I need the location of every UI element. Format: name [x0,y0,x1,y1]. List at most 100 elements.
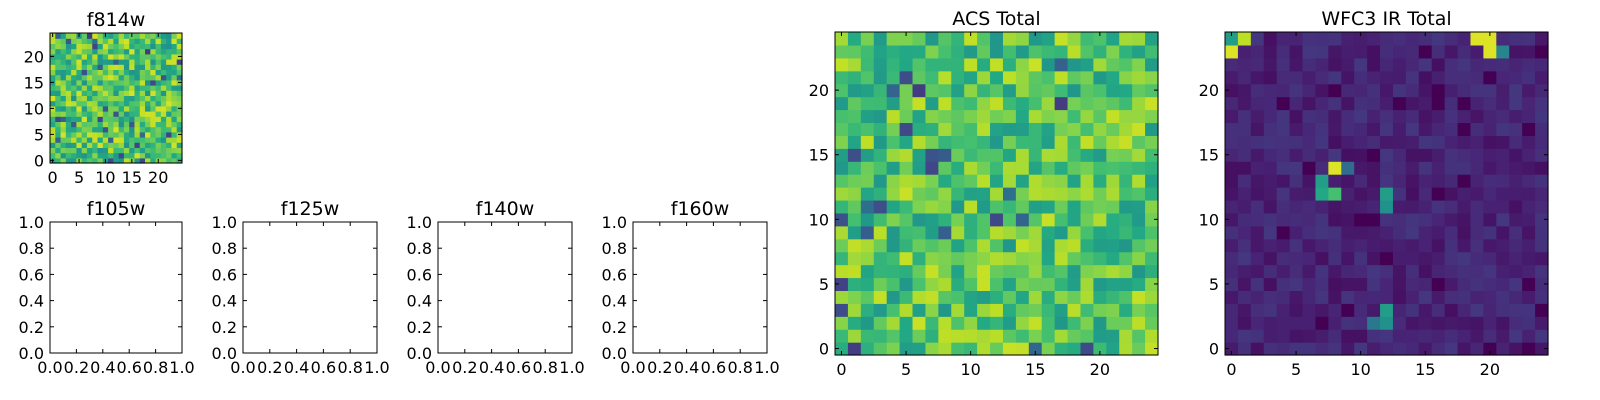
heatmap-cell [113,90,120,96]
heatmap-cell [925,122,939,136]
heatmap-cell [1119,264,1133,279]
heatmap-cell [139,85,146,91]
heatmap-cell [1418,70,1433,85]
heatmap-cell [1145,329,1159,343]
heatmap-cell [81,69,88,76]
heatmap-cell [951,187,965,201]
heatmap-cell [990,329,1004,343]
heatmap-cell [1522,342,1536,356]
heatmap-cell [86,147,93,154]
heatmap-cell [55,79,62,86]
heatmap-cell [1328,70,1342,85]
heatmap-cell [1405,83,1420,98]
heatmap-cell [1093,187,1107,201]
heatmap-cell [835,277,849,291]
heatmap-cell [1483,329,1497,343]
heatmap-cell [50,95,56,102]
heatmap-cell [835,161,849,175]
heatmap-cell [123,79,130,86]
heatmap-cell [1119,225,1133,240]
heatmap-cell [990,264,1004,279]
heatmap-cell [1341,264,1355,279]
y-tick-label: 0.8 [407,239,432,258]
heatmap-cell [1276,303,1291,317]
heatmap-cell [50,64,56,70]
heatmap-cell [155,74,162,81]
heatmap-cell [145,152,151,159]
heatmap-cell [171,79,178,86]
heatmap-cell [1263,199,1278,214]
heatmap-cell [1276,251,1291,266]
heatmap-cell [1080,277,1094,291]
heatmap-cell [1315,187,1329,201]
heatmap-cell [951,44,965,59]
heatmap-cell [1289,135,1304,149]
heatmap-cell [1145,290,1159,304]
heatmap-cell [86,59,93,65]
heatmap-cell [1418,122,1433,136]
heatmap-cell [1328,251,1342,266]
heatmap-cell [860,135,875,149]
heatmap-cell [1263,277,1278,291]
heatmap-cell [977,70,991,85]
heatmap-cell [1119,329,1133,343]
heatmap-cell [155,121,162,128]
heatmap-cell [1380,238,1394,253]
heatmap-cell [1067,342,1082,356]
heatmap-cell [60,85,67,91]
heatmap-cell [113,59,120,65]
heatmap-cell [951,70,965,85]
heatmap-cell [55,69,62,76]
heatmap-cell [1470,161,1484,175]
heatmap-cell [150,152,157,159]
heatmap-cell [92,74,99,81]
heatmap-cell [912,199,927,214]
heatmap-cell [81,79,88,86]
heatmap-cell [1509,32,1523,46]
heatmap-cell [1289,148,1304,162]
heatmap-cell [1367,342,1381,356]
x-tick-label: 1.0 [169,358,194,377]
heatmap-cell [990,303,1004,317]
heatmap-cell [129,147,136,154]
heatmap-cell [1132,225,1146,240]
heatmap-cell [1496,70,1510,85]
heatmap-cell [886,251,901,266]
heatmap-cell [92,48,99,55]
heatmap-cell [55,152,62,159]
heatmap-cell [1431,303,1446,317]
heatmap-cell [113,79,120,86]
heatmap-cell [899,251,914,266]
heatmap-cell [1483,44,1497,59]
heatmap-cell [118,116,125,122]
heatmap-cell [1431,316,1446,330]
heatmap-cell [108,137,114,143]
heatmap-cell [1028,161,1043,175]
y-tick-label: 0.0 [19,344,44,363]
heatmap-cell [1132,199,1146,214]
heatmap-cell [171,116,178,122]
heatmap-cell [1367,122,1381,136]
heatmap-cell [1483,32,1497,46]
x-tick-label: 20 [1480,360,1500,379]
heatmap-cell [1106,44,1120,59]
heatmap-cell [1405,57,1420,72]
heatmap-cell [1067,109,1082,124]
heatmap-cell [1119,161,1133,175]
heatmap-cell [1496,122,1510,136]
heatmap-cell [150,157,157,164]
heatmap-cell [835,316,849,330]
heatmap-cell [1418,238,1433,253]
heatmap-cell [1522,44,1536,59]
heatmap-cell [76,137,83,143]
heatmap-cell [1015,342,1030,356]
heatmap-cell [1302,148,1317,162]
heatmap-cell [1444,122,1459,136]
heatmap-cell [1405,148,1420,162]
heatmap-cell [1028,174,1043,188]
heatmap-cell [1367,148,1381,162]
heatmap-cell [134,95,141,102]
heatmap-cell [65,48,72,55]
heatmap-cell [977,187,991,201]
heatmap-cell [139,111,146,117]
